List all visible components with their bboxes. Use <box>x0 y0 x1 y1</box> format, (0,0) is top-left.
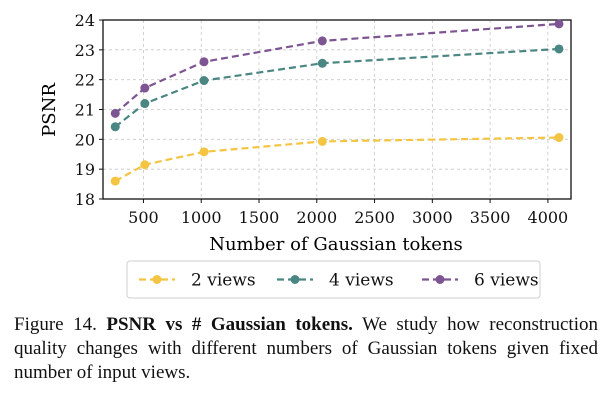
x-tick-label: 3500 <box>470 208 511 227</box>
caption-text: We study how reconstruction quality chan… <box>14 314 598 383</box>
caption-label: Figure 14. <box>14 314 97 335</box>
data-point <box>554 19 564 29</box>
legend-marker <box>435 275 445 284</box>
data-point <box>140 99 150 109</box>
x-tick-label: 1500 <box>239 208 280 227</box>
data-point <box>110 122 120 132</box>
data-point <box>199 147 209 157</box>
y-tick-label: 20 <box>75 130 95 149</box>
y-tick-label: 18 <box>75 190 95 209</box>
y-tick-label: 19 <box>75 160 95 179</box>
x-tick-label: 1000 <box>181 208 222 227</box>
data-point <box>110 108 120 118</box>
legend: 2 views 4 views 6 views <box>126 260 541 299</box>
legend-box <box>126 260 541 299</box>
y-axis-label: PSNR <box>39 83 60 137</box>
series-line <box>114 136 560 183</box>
axis-ticks: 500 1000 1500 2000 2500 3000 3500 4000 18 19 20 21 2… <box>75 11 569 227</box>
x-tick-label: 3000 <box>412 208 453 227</box>
data-point <box>110 176 120 186</box>
x-tick-label: 2000 <box>296 208 337 227</box>
legend-label: 2 views <box>191 271 256 291</box>
y-tick-label: 21 <box>75 101 95 120</box>
x-axis-label: Number of Gaussian tokens <box>209 234 463 255</box>
data-point <box>140 160 150 170</box>
legend-marker <box>290 275 300 284</box>
legend-marker <box>152 275 162 284</box>
data-point <box>554 44 564 54</box>
figure-caption: Figure 14. PSNR vs # Gaussian tokens. We… <box>14 313 598 385</box>
x-tick-label: 2500 <box>354 208 395 227</box>
series-line <box>114 22 560 115</box>
x-tick-label: 500 <box>128 208 159 227</box>
series-2 <box>110 44 564 132</box>
series-3 <box>110 19 564 118</box>
y-tick-label: 23 <box>75 41 95 60</box>
series-line <box>114 47 560 128</box>
data-point <box>199 57 209 67</box>
y-tick-label: 22 <box>75 71 95 90</box>
data-point <box>317 136 327 146</box>
data-point <box>554 133 564 143</box>
series-1 <box>110 133 564 186</box>
legend-label: 6 views <box>474 271 539 291</box>
x-tick-label: 4000 <box>528 208 569 227</box>
data-point <box>199 76 209 86</box>
caption-title: PSNR vs # Gaussian tokens. <box>106 314 353 335</box>
data-point <box>317 58 327 68</box>
legend-label: 4 views <box>329 271 394 291</box>
data-point <box>317 36 327 46</box>
series-lines <box>110 19 564 186</box>
psnr-line-chart: 500 1000 1500 2000 2500 3000 3500 4000 18 19 20 21 2… <box>39 11 572 299</box>
data-point <box>140 83 150 93</box>
grid-lines <box>103 19 571 200</box>
y-tick-label: 24 <box>75 11 95 30</box>
